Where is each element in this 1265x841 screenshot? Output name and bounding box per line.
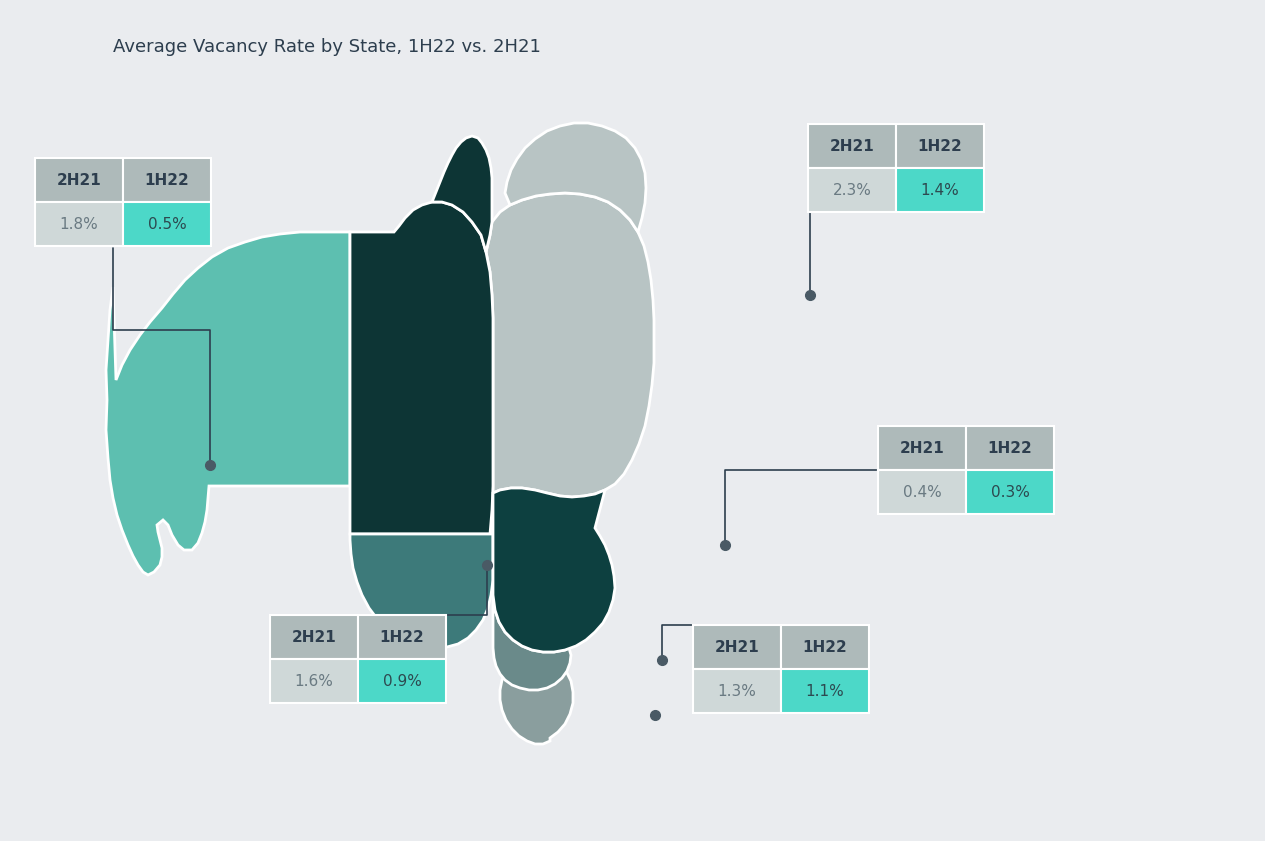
Bar <box>269 659 358 703</box>
Bar <box>966 470 1054 514</box>
Bar <box>781 669 869 713</box>
Bar <box>35 202 123 246</box>
Bar <box>693 625 781 669</box>
Text: 2H21: 2H21 <box>830 139 874 154</box>
Text: 1H22: 1H22 <box>144 172 190 188</box>
Text: 0.9%: 0.9% <box>382 674 421 689</box>
Text: Average Vacancy Rate by State, 1H22 vs. 2H21: Average Vacancy Rate by State, 1H22 vs. … <box>113 38 541 56</box>
Polygon shape <box>106 232 350 575</box>
Bar <box>896 168 984 212</box>
Polygon shape <box>350 202 493 534</box>
Polygon shape <box>505 123 646 232</box>
Bar <box>693 669 781 713</box>
Text: 1.8%: 1.8% <box>59 216 99 231</box>
Text: 1.4%: 1.4% <box>921 182 959 198</box>
Polygon shape <box>433 136 492 252</box>
Text: 2H21: 2H21 <box>292 630 336 644</box>
Polygon shape <box>500 654 573 744</box>
Bar <box>123 158 211 202</box>
Bar <box>123 202 211 246</box>
Text: 1H22: 1H22 <box>380 630 424 644</box>
Bar <box>781 625 869 669</box>
Bar <box>878 426 966 470</box>
Bar <box>966 426 1054 470</box>
Text: 1.3%: 1.3% <box>717 684 756 699</box>
Text: 1.6%: 1.6% <box>295 674 334 689</box>
Text: 0.4%: 0.4% <box>903 484 941 500</box>
Bar <box>269 615 358 659</box>
Text: 0.3%: 0.3% <box>990 484 1030 500</box>
Polygon shape <box>486 193 654 534</box>
Polygon shape <box>493 595 571 690</box>
Bar <box>808 124 896 168</box>
Text: 1.1%: 1.1% <box>806 684 844 699</box>
Bar <box>358 659 447 703</box>
Text: 2H21: 2H21 <box>899 441 945 456</box>
Text: 2H21: 2H21 <box>715 639 759 654</box>
Text: 1H22: 1H22 <box>917 139 963 154</box>
Text: 2.3%: 2.3% <box>832 182 872 198</box>
Text: 1H22: 1H22 <box>988 441 1032 456</box>
Bar <box>35 158 123 202</box>
Text: 0.5%: 0.5% <box>148 216 186 231</box>
Text: 1H22: 1H22 <box>802 639 848 654</box>
Polygon shape <box>493 488 615 652</box>
Bar <box>896 124 984 168</box>
Polygon shape <box>350 534 493 648</box>
Bar <box>358 615 447 659</box>
Bar <box>808 168 896 212</box>
Bar <box>878 470 966 514</box>
Text: 2H21: 2H21 <box>57 172 101 188</box>
